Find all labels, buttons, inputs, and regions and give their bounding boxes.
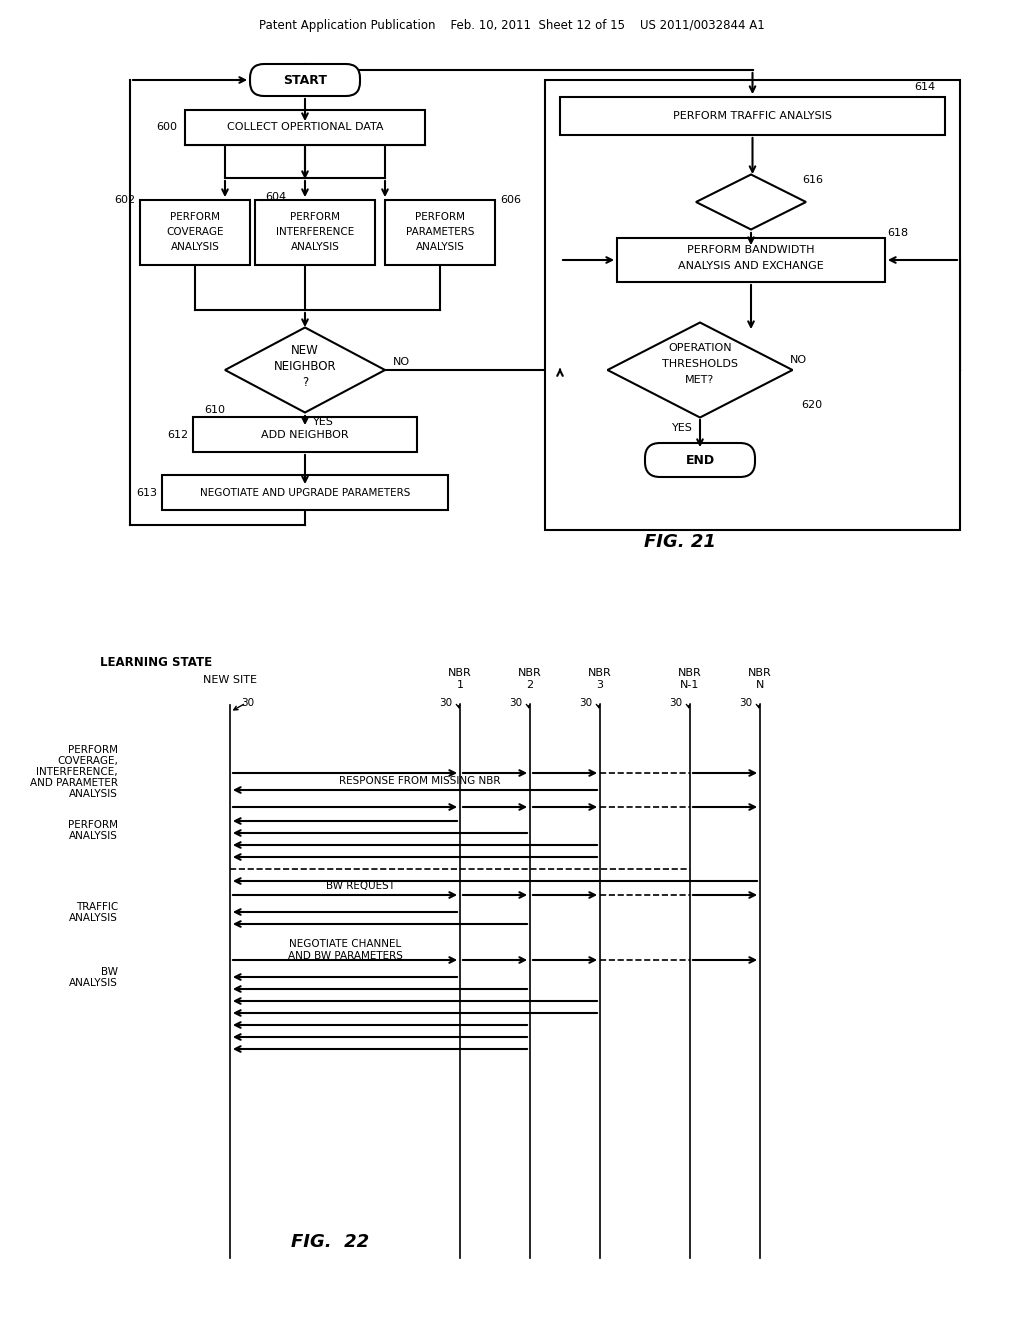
Text: NBR: NBR bbox=[449, 668, 472, 678]
Text: NBR: NBR bbox=[678, 668, 701, 678]
Text: PARAMETERS: PARAMETERS bbox=[406, 227, 474, 238]
Text: 30: 30 bbox=[669, 698, 682, 708]
Text: START: START bbox=[283, 74, 327, 87]
Text: INTERFERENCE,: INTERFERENCE, bbox=[37, 767, 118, 777]
Text: YES: YES bbox=[313, 417, 334, 426]
Text: END: END bbox=[685, 454, 715, 466]
Text: LEARNING STATE: LEARNING STATE bbox=[100, 656, 212, 668]
Text: NEGOTIATE CHANNEL: NEGOTIATE CHANNEL bbox=[289, 939, 401, 949]
Text: PERFORM: PERFORM bbox=[290, 213, 340, 222]
Polygon shape bbox=[607, 322, 793, 417]
Text: NBR: NBR bbox=[749, 668, 772, 678]
Text: 30: 30 bbox=[242, 698, 255, 708]
Text: PERFORM BANDWIDTH: PERFORM BANDWIDTH bbox=[687, 246, 815, 255]
Text: NEW: NEW bbox=[291, 343, 318, 356]
Text: ANALYSIS: ANALYSIS bbox=[70, 832, 118, 841]
Text: 604: 604 bbox=[265, 191, 286, 202]
Polygon shape bbox=[225, 327, 385, 412]
Text: 3: 3 bbox=[597, 680, 603, 690]
Text: 613: 613 bbox=[136, 487, 157, 498]
FancyBboxPatch shape bbox=[617, 238, 885, 282]
FancyBboxPatch shape bbox=[193, 417, 417, 451]
Text: Patent Application Publication    Feb. 10, 2011  Sheet 12 of 15    US 2011/00328: Patent Application Publication Feb. 10, … bbox=[259, 18, 765, 32]
FancyBboxPatch shape bbox=[250, 63, 360, 96]
Text: 600: 600 bbox=[156, 123, 177, 132]
FancyBboxPatch shape bbox=[645, 444, 755, 477]
Text: YES: YES bbox=[672, 422, 692, 433]
FancyBboxPatch shape bbox=[560, 96, 945, 135]
FancyBboxPatch shape bbox=[255, 201, 375, 265]
Text: ANALYSIS: ANALYSIS bbox=[70, 978, 118, 987]
FancyBboxPatch shape bbox=[545, 81, 961, 531]
Text: FIG. 21: FIG. 21 bbox=[644, 533, 716, 550]
Text: AND PARAMETER: AND PARAMETER bbox=[30, 777, 118, 788]
Text: 30: 30 bbox=[439, 698, 452, 708]
Text: FIG.  22: FIG. 22 bbox=[291, 1233, 369, 1251]
Text: 620: 620 bbox=[802, 400, 822, 411]
FancyBboxPatch shape bbox=[162, 475, 449, 510]
Text: NO: NO bbox=[393, 356, 411, 367]
Text: THRESHOLDS: THRESHOLDS bbox=[662, 359, 738, 370]
Text: NEIGHBOR: NEIGHBOR bbox=[273, 359, 336, 372]
Text: NEW SITE: NEW SITE bbox=[203, 675, 257, 685]
Text: 618: 618 bbox=[887, 228, 908, 238]
Text: ANALYSIS: ANALYSIS bbox=[171, 242, 219, 252]
Text: 612: 612 bbox=[167, 429, 188, 440]
Text: ANALYSIS: ANALYSIS bbox=[70, 913, 118, 923]
Text: COVERAGE: COVERAGE bbox=[166, 227, 224, 238]
Text: 30: 30 bbox=[509, 698, 522, 708]
Text: BW: BW bbox=[101, 968, 118, 977]
Text: ANALYSIS: ANALYSIS bbox=[70, 789, 118, 799]
FancyBboxPatch shape bbox=[385, 201, 495, 265]
Text: N: N bbox=[756, 680, 764, 690]
Text: ANALYSIS AND EXCHANGE: ANALYSIS AND EXCHANGE bbox=[678, 261, 824, 271]
Text: TRAFFIC: TRAFFIC bbox=[76, 902, 118, 912]
Text: NO: NO bbox=[790, 355, 807, 366]
Text: ANALYSIS: ANALYSIS bbox=[416, 242, 465, 252]
Text: INTERFERENCE: INTERFERENCE bbox=[275, 227, 354, 238]
Text: 610: 610 bbox=[205, 405, 225, 414]
Text: PERFORM: PERFORM bbox=[170, 213, 220, 222]
Text: 614: 614 bbox=[913, 82, 935, 92]
Text: MET?: MET? bbox=[685, 375, 715, 385]
FancyBboxPatch shape bbox=[140, 201, 250, 265]
Text: BW REQUEST: BW REQUEST bbox=[326, 880, 394, 891]
Text: OPERATION: OPERATION bbox=[669, 343, 732, 352]
Text: N-1: N-1 bbox=[680, 680, 699, 690]
Text: AND BW PARAMETERS: AND BW PARAMETERS bbox=[288, 950, 402, 961]
Text: 30: 30 bbox=[739, 698, 752, 708]
Text: COVERAGE,: COVERAGE, bbox=[57, 756, 118, 766]
Text: 1: 1 bbox=[457, 680, 464, 690]
Text: RESPONSE FROM MISSING NBR: RESPONSE FROM MISSING NBR bbox=[339, 776, 501, 785]
Text: 606: 606 bbox=[500, 195, 521, 205]
Text: COLLECT OPERTIONAL DATA: COLLECT OPERTIONAL DATA bbox=[226, 123, 383, 132]
Text: 602: 602 bbox=[114, 195, 135, 205]
Text: NEGOTIATE AND UPGRADE PARAMETERS: NEGOTIATE AND UPGRADE PARAMETERS bbox=[200, 487, 411, 498]
Text: PERFORM: PERFORM bbox=[68, 744, 118, 755]
Text: PERFORM: PERFORM bbox=[68, 820, 118, 830]
Text: NBR: NBR bbox=[588, 668, 612, 678]
Text: ANALYSIS: ANALYSIS bbox=[291, 242, 339, 252]
Text: 30: 30 bbox=[579, 698, 592, 708]
Text: PERFORM: PERFORM bbox=[415, 213, 465, 222]
Text: ADD NEIGHBOR: ADD NEIGHBOR bbox=[261, 429, 349, 440]
Text: PERFORM TRAFFIC ANALYSIS: PERFORM TRAFFIC ANALYSIS bbox=[673, 111, 831, 121]
Text: 616: 616 bbox=[803, 176, 823, 185]
FancyBboxPatch shape bbox=[185, 110, 425, 145]
Text: 2: 2 bbox=[526, 680, 534, 690]
Text: ?: ? bbox=[302, 375, 308, 388]
Polygon shape bbox=[696, 174, 806, 230]
Text: NBR: NBR bbox=[518, 668, 542, 678]
